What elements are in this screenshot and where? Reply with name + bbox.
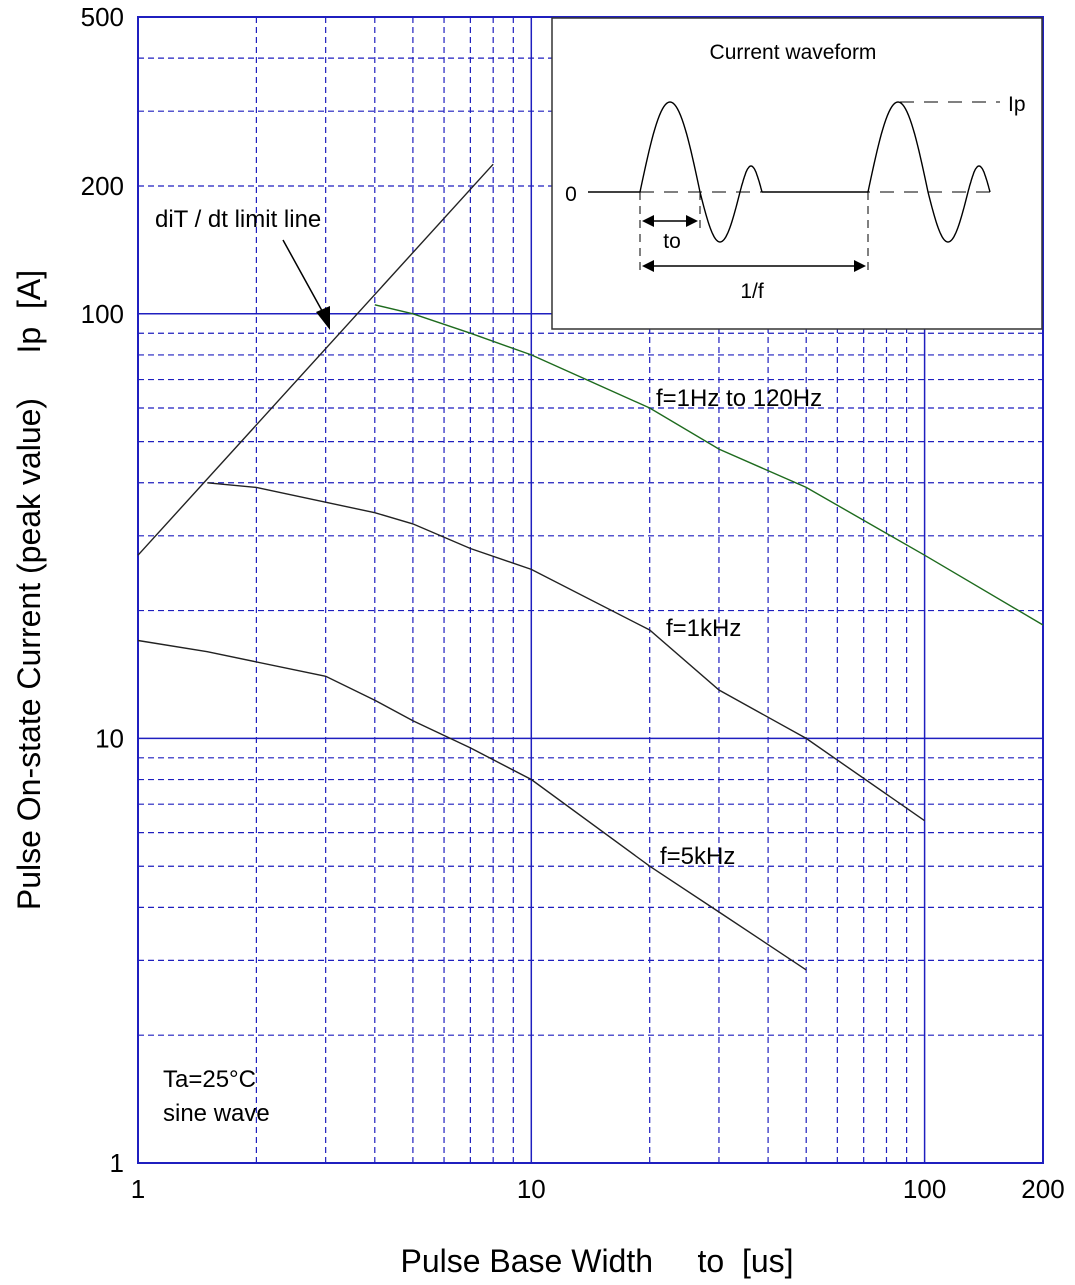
annotations: diT / dt limit line f=1Hz to 120Hz f=1kH… [155,206,822,1127]
inset-period-label: 1/f [740,280,764,303]
y-tick-label: 100 [81,299,124,329]
inset-title: Current waveform [710,41,877,64]
series-line-f-1khz [207,482,925,822]
series-line-dit-dt-limit-line [137,163,494,556]
y-axis-label: Pulse On-state Current (peak value) Ip [… [11,270,47,910]
y-tick-label: 500 [81,2,124,32]
annotation-f-1hz: f=1Hz to 120Hz [656,385,822,412]
inset-pulse-1 [639,101,763,243]
inset-to-arrowhead-left [642,215,654,227]
inset-zero-label: 0 [565,183,577,206]
inset-waveform [588,101,1000,272]
x-tick-label: 200 [1021,1174,1064,1204]
annotation-sine-wave: sine wave [163,1100,270,1127]
annotation-arrow-line [282,239,327,319]
y-tick-label: 1 [110,1148,124,1178]
annotation-f-5khz: f=5kHz [660,843,735,870]
annotation-f-1khz: f=1kHz [666,615,741,642]
series-line-f-1hz-to-120hz [374,304,1044,626]
inset-ip-label: Ip [1008,93,1026,116]
x-tick-label: 1 [131,1174,145,1204]
inset-period-arrowhead-right [854,260,866,272]
x-tick-label: 100 [903,1174,946,1204]
annotation-arrowhead [316,306,330,330]
inset-period-arrowhead-left [642,260,654,272]
x-tick-label: 10 [517,1174,546,1204]
inset-pulse-2 [867,101,991,243]
plot-frame [137,16,1044,1164]
current-waveform-inset: Current waveform 0 Ip to 1/f [551,17,1043,330]
series-line-f-5khz [137,639,807,971]
x-axis-label: Pulse Base Width to [us] [400,1243,793,1279]
inset-to-label: to [663,230,681,253]
annotation-dit-dt: diT / dt limit line [155,206,321,233]
inset-box [551,17,1043,330]
tick-labels: 1 10 100 200 1 10 100 200 500 [81,2,1065,1204]
inset-to-arrowhead-right [686,215,698,227]
y-tick-label: 10 [95,723,124,753]
y-tick-label: 200 [81,171,124,201]
annotation-temperature: Ta=25°C [163,1066,256,1093]
data-series [137,163,1044,971]
